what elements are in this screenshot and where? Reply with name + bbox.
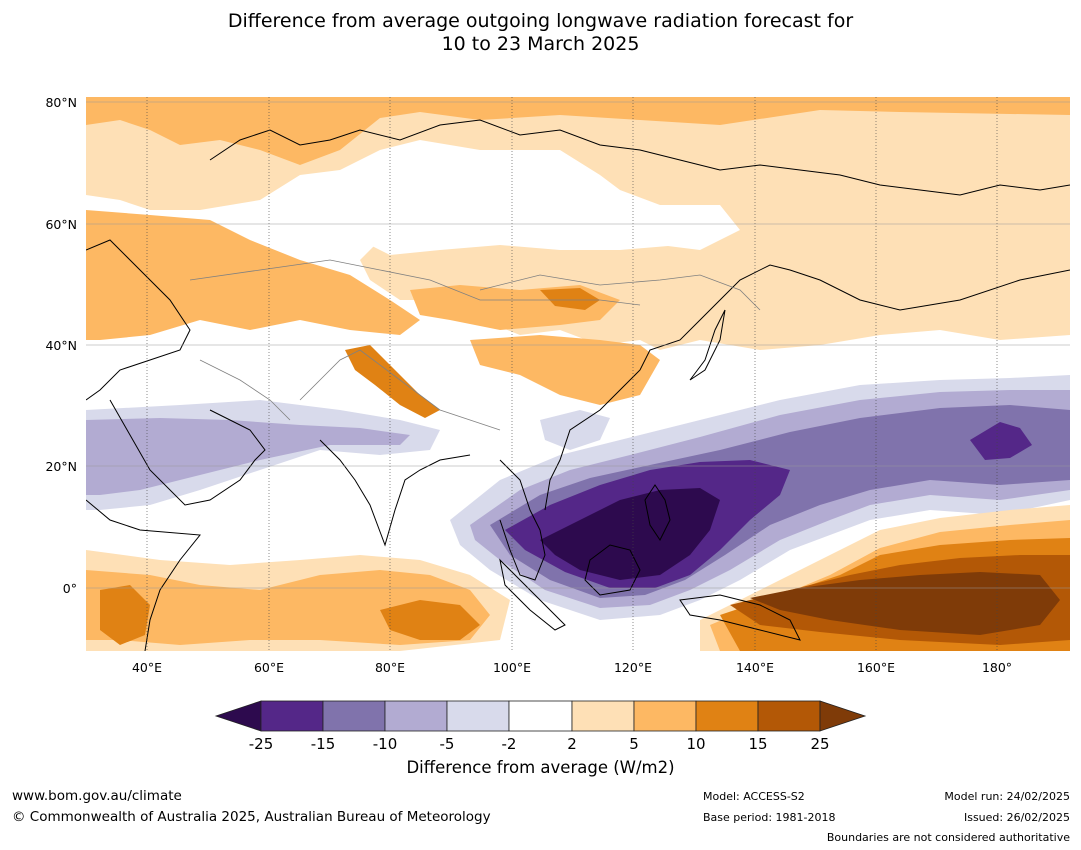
lat-label-40n: 40°N <box>45 338 77 353</box>
colorbar-swatch-3 <box>384 700 448 732</box>
colorbar-swatch-1 <box>260 700 324 732</box>
lon-label-180: 180° <box>982 660 1012 675</box>
lon-label-60e: 60°E <box>254 660 284 675</box>
coastline-sumatra <box>499 558 566 631</box>
title-line-1: Difference from average outgoing longwav… <box>227 10 854 32</box>
boundary-central-asia <box>189 259 641 306</box>
model-run-date: Model run: 24/02/2025 <box>944 790 1070 803</box>
colorbar: -25 -15 -10 -5 -2 2 5 10 15 25 <box>214 700 867 753</box>
colorbar-tick-5: -2 <box>502 735 517 753</box>
national-boundaries <box>189 259 761 431</box>
graticule <box>86 97 1070 651</box>
colorbar-swatch-9 <box>757 700 821 732</box>
boundaries-disclaimer: Boundaries are not considered authoritat… <box>826 831 1070 844</box>
coastline-india <box>319 439 471 547</box>
model-name: Model: ACCESS-S2 <box>703 790 805 803</box>
colorbar-swatch-7 <box>633 700 697 732</box>
colorbar-extend-low <box>214 700 262 732</box>
colorbar-swatch-2 <box>322 700 386 732</box>
website-link[interactable]: www.bom.gov.au/climate <box>12 788 182 804</box>
longitude-labels: 40°E 60°E 80°E 100°E 120°E 140°E 160°E 1… <box>132 660 1012 675</box>
lat-label-0: 0° <box>63 581 77 596</box>
anomaly-northwest-pacific-deep-purple <box>970 422 1032 460</box>
coastline-africa <box>86 499 201 651</box>
anomaly-north-white-gap <box>360 190 700 255</box>
lon-label-40e: 40°E <box>132 660 162 675</box>
lat-label-20n: 20°N <box>45 459 77 474</box>
anomaly-north-light-orange <box>86 97 1070 350</box>
colorbar-tick-7: 5 <box>629 735 639 753</box>
lon-label-120e: 120°E <box>614 660 652 675</box>
lon-label-80e: 80°E <box>375 660 405 675</box>
anomaly-tibet-dark-orange <box>345 345 440 418</box>
colorbar-tick-1: -25 <box>249 735 274 753</box>
colorbar-tick-6: 2 <box>567 735 577 753</box>
lat-label-60n: 60°N <box>45 217 77 232</box>
coastline-borneo <box>584 544 641 596</box>
colorbar-swatch-5 <box>508 700 573 732</box>
lat-label-80n: 80°N <box>45 95 77 110</box>
coastline-philippines <box>644 484 671 541</box>
coastlines <box>86 119 1070 651</box>
base-period: Base period: 1981-2018 <box>703 811 836 824</box>
coastline-new-guinea <box>679 594 801 641</box>
anomaly-siberia-dark-orange <box>540 288 600 310</box>
coastline-arctic <box>209 119 1070 196</box>
boundary-middle-east <box>199 359 291 421</box>
anomaly-indian-ocean-dark-orange-east <box>380 600 480 640</box>
anomaly-africa-dark-orange <box>100 585 150 645</box>
colorbar-tick-3: -10 <box>373 735 398 753</box>
chart-title: Difference from average outgoing longwav… <box>0 10 1081 56</box>
copyright-text: © Commonwealth of Australia 2025, Austra… <box>12 809 491 825</box>
coastline-east-asia <box>544 264 1070 511</box>
colorbar-swatch-4 <box>446 700 510 732</box>
anomaly-china-orange <box>470 335 660 405</box>
anomaly-north-orange-top <box>86 97 1070 165</box>
lon-label-160e: 160°E <box>857 660 895 675</box>
colorbar-tick-2: -15 <box>311 735 336 753</box>
colorbar-tick-10: 25 <box>810 735 829 753</box>
colorbar-swatch-8 <box>695 700 759 732</box>
colorbar-tick-9: 15 <box>748 735 767 753</box>
colorbar-swatch-6 <box>571 700 635 732</box>
anomaly-arabia-purple <box>86 418 410 495</box>
colorbar-extend-high <box>819 700 867 732</box>
colorbar-tick-4: -5 <box>440 735 455 753</box>
title-line-2: 10 to 23 March 2025 <box>441 33 640 55</box>
anomaly-china-lavender-patch <box>540 410 610 450</box>
anomaly-field <box>86 97 1070 651</box>
coastline-arabia <box>109 399 266 506</box>
latitude-labels: 80°N 60°N 40°N 20°N 0° <box>45 95 77 596</box>
boundary-south-asia <box>299 349 501 431</box>
issued-date: Issued: 26/02/2025 <box>963 811 1070 824</box>
anomaly-maritime-continent-darkest <box>540 488 720 580</box>
coastline-indochina <box>499 459 546 581</box>
coastline-europe <box>86 239 191 401</box>
lon-label-100e: 100°E <box>493 660 531 675</box>
boundary-russia-china <box>479 274 761 311</box>
colorbar-tick-8: 10 <box>686 735 705 753</box>
lon-label-140e: 140°E <box>736 660 774 675</box>
colorbar-label: Difference from average (W/m2) <box>406 758 675 777</box>
anomaly-west-asia-orange <box>86 210 420 340</box>
coastline-japan <box>689 309 726 381</box>
